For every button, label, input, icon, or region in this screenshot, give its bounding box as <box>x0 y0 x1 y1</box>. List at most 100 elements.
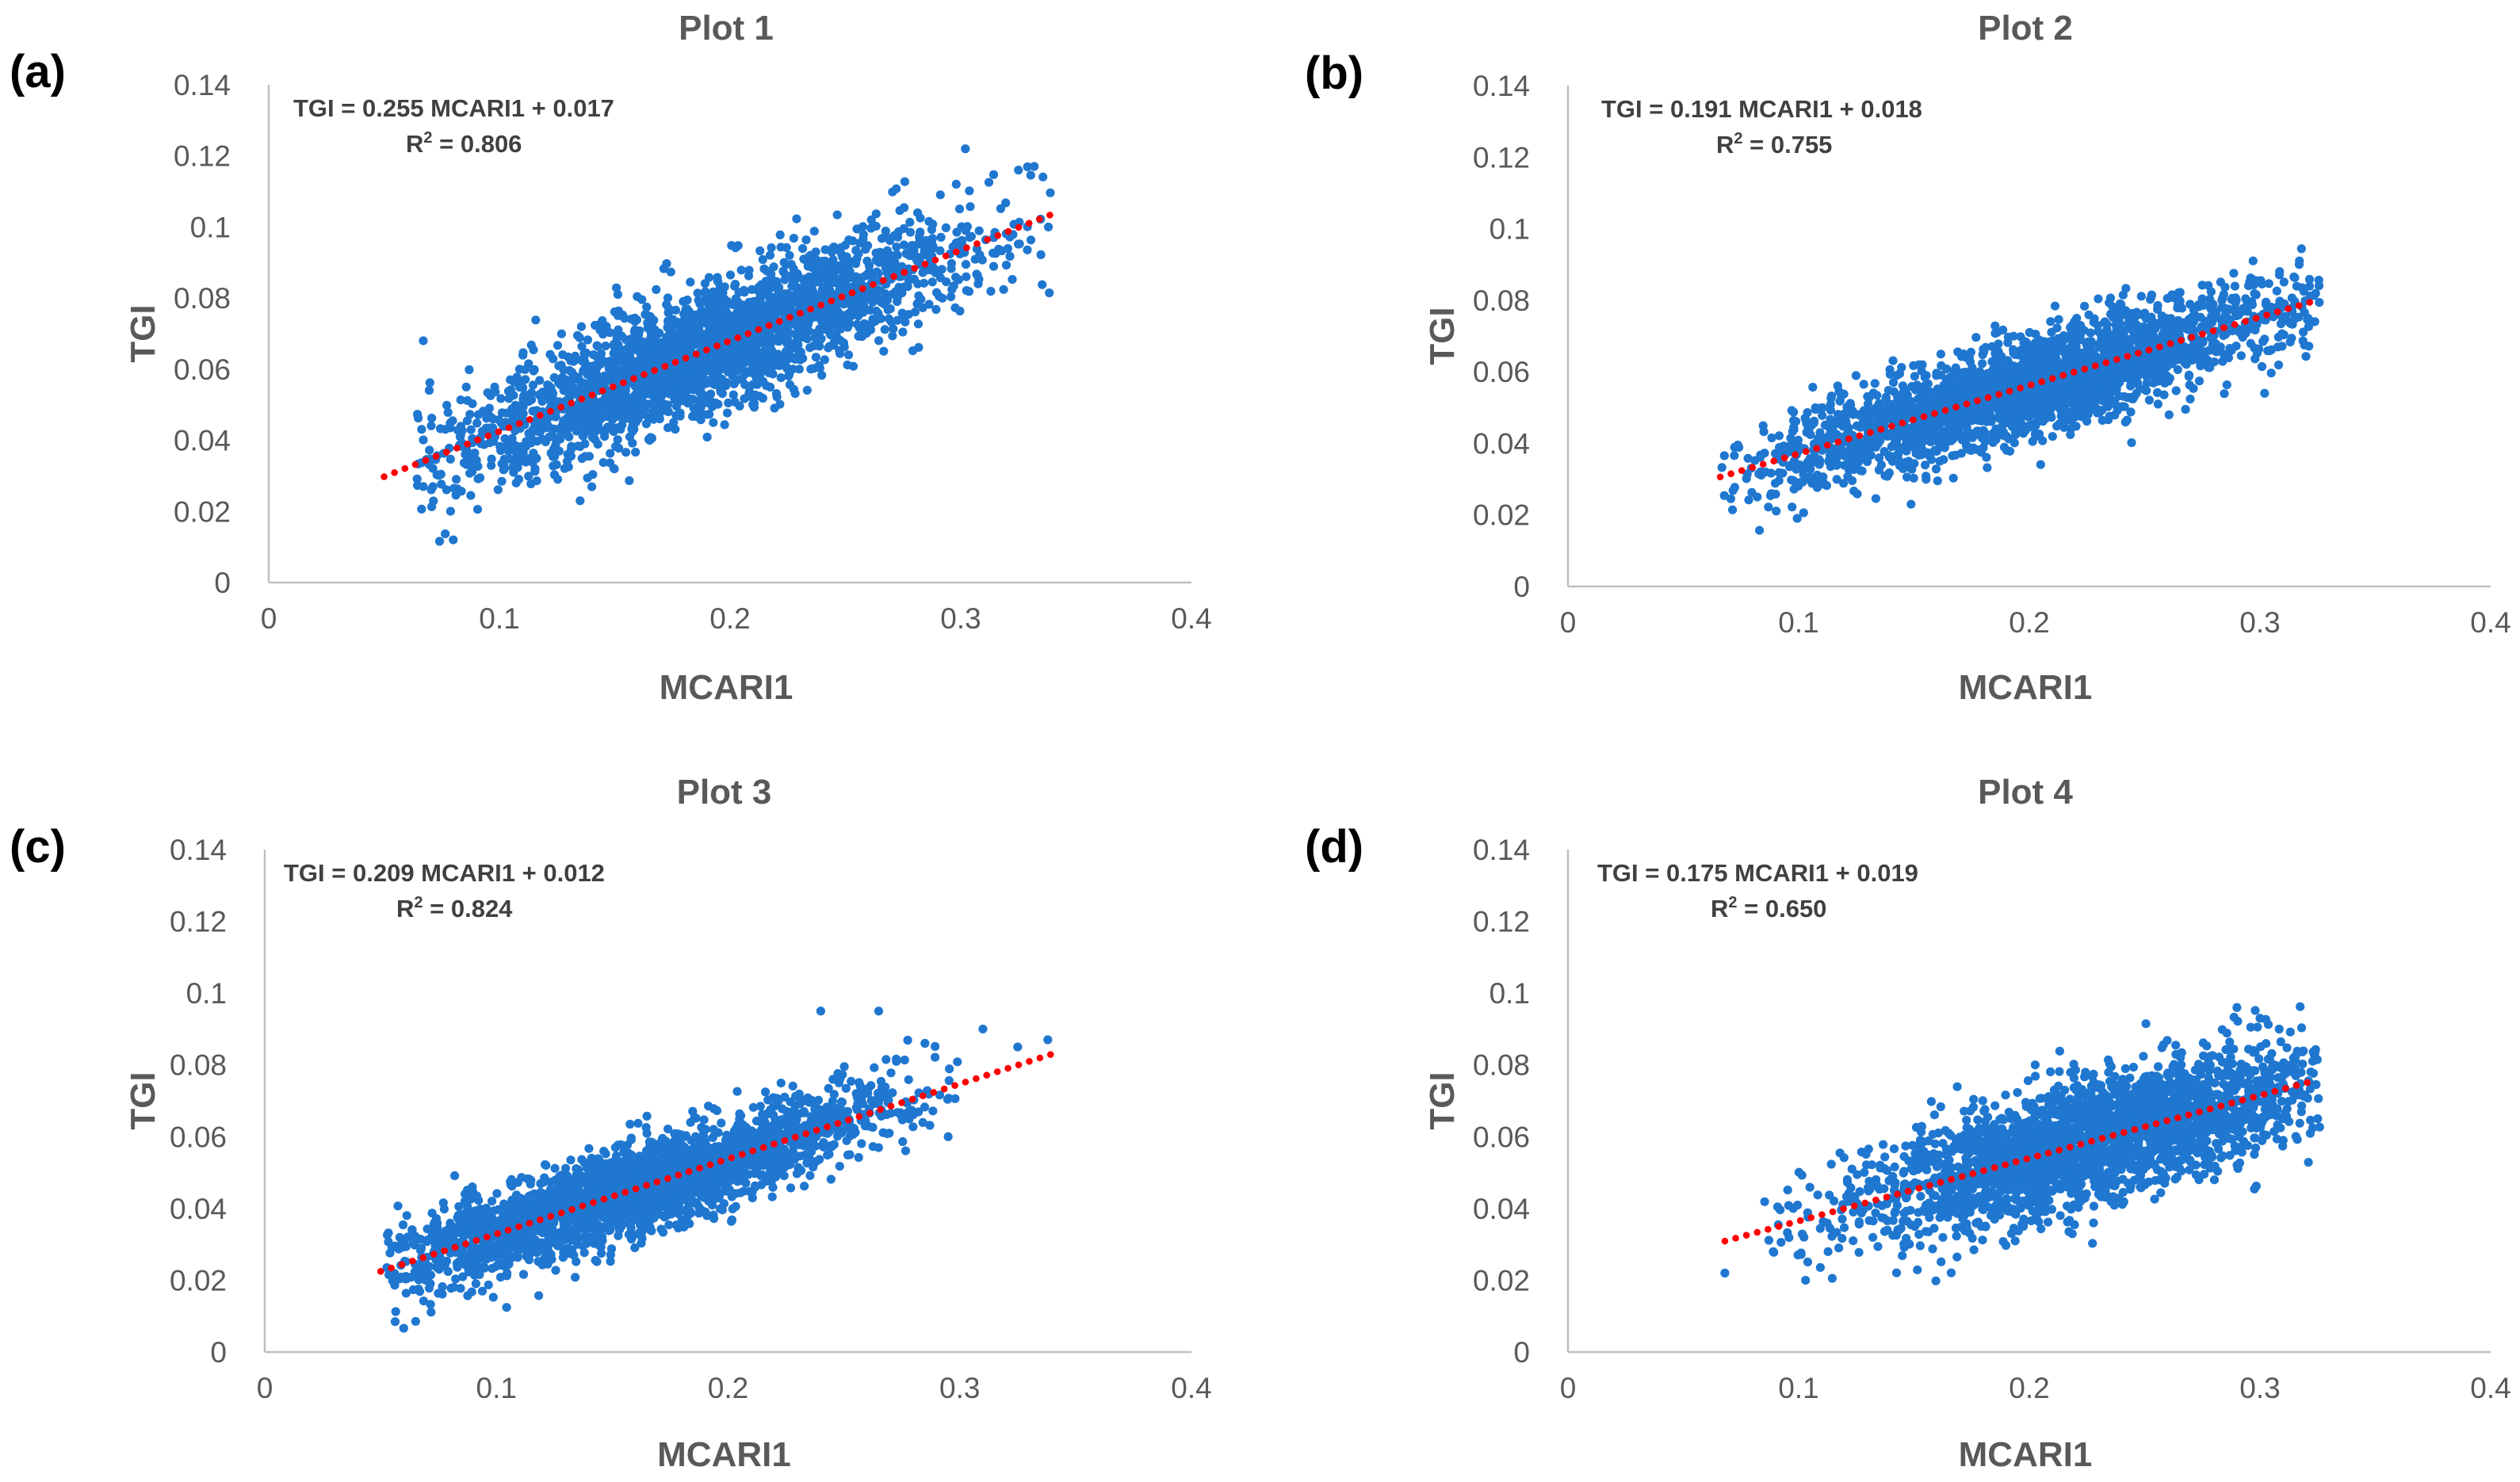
data-point <box>747 285 757 294</box>
data-point <box>741 347 751 357</box>
data-point <box>1961 440 1971 449</box>
data-point <box>473 474 483 483</box>
data-point <box>2046 317 2055 327</box>
data-point <box>442 400 452 410</box>
data-point <box>851 259 861 269</box>
data-point <box>448 416 457 426</box>
data-point <box>811 353 820 362</box>
data-point <box>2250 288 2259 298</box>
data-point <box>611 441 621 452</box>
x-tick-label: 0.2 <box>2009 606 2049 639</box>
data-point <box>858 307 868 317</box>
data-point <box>817 370 827 380</box>
data-point <box>848 361 858 371</box>
data-point <box>1026 235 1036 245</box>
data-point <box>1808 383 1818 392</box>
data-point <box>2229 269 2239 278</box>
data-point <box>1902 391 1912 400</box>
data-point <box>612 334 621 343</box>
data-point <box>965 186 974 196</box>
data-point <box>683 372 694 382</box>
data-point <box>770 403 779 413</box>
data-point <box>733 375 743 384</box>
data-point <box>694 340 705 349</box>
data-point <box>843 350 854 360</box>
data-point <box>789 234 799 243</box>
data-point <box>888 331 897 341</box>
data-point <box>651 399 660 410</box>
data-point <box>828 243 837 253</box>
data-point <box>970 254 980 264</box>
data-point <box>767 275 776 285</box>
data-point <box>771 389 782 399</box>
data-point <box>558 350 568 360</box>
data-point <box>827 260 836 269</box>
data-point <box>455 432 465 441</box>
data-point <box>785 296 794 306</box>
data-point <box>500 434 510 444</box>
data-point <box>1043 222 1054 232</box>
data-point <box>576 496 585 506</box>
data-point <box>758 305 767 315</box>
data-point <box>1922 472 1931 481</box>
data-point <box>1818 411 1827 420</box>
data-point <box>2285 318 2294 327</box>
data-point <box>441 529 450 539</box>
data-point <box>2020 337 2029 346</box>
data-point <box>1734 442 1744 453</box>
data-point <box>1838 422 1848 431</box>
data-point <box>1793 435 1803 445</box>
data-point <box>531 315 541 325</box>
data-point <box>1789 407 1799 417</box>
data-point <box>927 244 937 254</box>
data-point <box>749 403 759 412</box>
data-point <box>630 325 640 334</box>
data-point <box>758 254 767 265</box>
data-point <box>434 537 445 546</box>
data-point <box>524 472 533 481</box>
data-point <box>497 476 507 486</box>
data-point <box>487 454 496 464</box>
data-point <box>2197 323 2206 332</box>
data-point <box>714 300 724 310</box>
data-point <box>1818 434 1828 444</box>
data-point <box>988 262 999 271</box>
x-tick-label: 0.4 <box>1171 602 1211 635</box>
data-point <box>412 474 422 483</box>
data-point <box>881 232 890 242</box>
data-point <box>988 248 998 258</box>
y-axis-title: TGI <box>1423 307 1462 365</box>
scatter-points <box>412 144 1055 546</box>
data-point <box>769 262 778 272</box>
data-point <box>906 242 916 251</box>
data-point <box>2100 318 2109 327</box>
data-point <box>1761 468 1770 477</box>
data-point <box>565 411 576 421</box>
data-point <box>549 444 559 453</box>
data-point <box>974 226 984 235</box>
data-point <box>831 275 840 285</box>
data-point <box>832 210 842 220</box>
data-point <box>424 385 434 395</box>
data-point <box>565 382 576 392</box>
data-point <box>900 203 909 212</box>
data-point <box>1046 188 1055 197</box>
data-point <box>2230 281 2239 291</box>
data-point <box>1728 505 1738 514</box>
data-point <box>776 243 786 252</box>
data-point <box>728 390 738 399</box>
y-tick-label: 0.02 <box>1473 499 1530 532</box>
data-point <box>773 306 782 315</box>
data-point <box>893 250 902 260</box>
plot-title: Plot 2 <box>1978 9 2073 48</box>
data-point <box>1806 430 1815 440</box>
data-point <box>622 395 632 404</box>
data-point <box>2184 370 2194 380</box>
data-point <box>1863 392 1872 401</box>
data-point <box>693 288 702 298</box>
data-point <box>875 252 885 262</box>
data-point <box>829 331 839 341</box>
data-point <box>954 275 963 285</box>
data-point <box>549 452 558 461</box>
data-point <box>644 380 654 391</box>
